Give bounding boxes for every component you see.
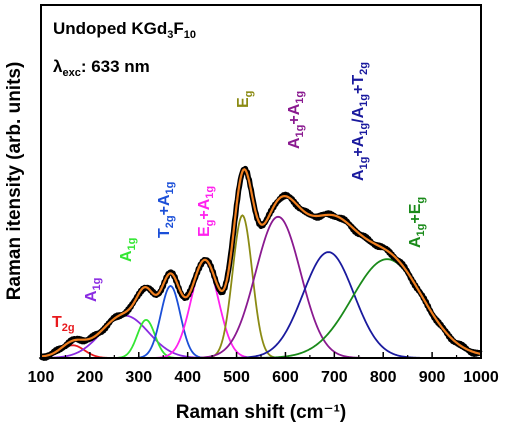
envelope-curves: [38, 165, 483, 361]
peak-label-1: T2g: [52, 314, 75, 334]
peak-label-9: A1g+Eg: [407, 197, 427, 248]
fit-envelope: [40, 168, 482, 358]
peak-curve-8: [226, 251, 431, 359]
peak-label-2: A1g: [83, 278, 103, 302]
peak-label-6: Eg: [235, 91, 255, 108]
x-tick-label: 600: [272, 369, 299, 386]
x-tick-label: 300: [125, 369, 152, 386]
peak-label-5: Eg+A1g: [196, 186, 216, 237]
peak-curve-3: [110, 318, 182, 359]
peak-curve-4: [131, 285, 210, 359]
x-axis-ticks: 100 200 300 400 500 600 700 800 900 1000: [28, 352, 499, 386]
y-axis-title: Raman itensity (arb. units): [4, 62, 25, 301]
x-tick-label: 200: [77, 369, 104, 386]
x-tick-label: 700: [321, 369, 348, 386]
x-axis-title: Raman shift (cm⁻¹): [176, 402, 347, 423]
peak-curve-7: [188, 215, 369, 359]
x-tick-label: 1000: [463, 369, 499, 386]
excitation-label: λexc: 633 nm: [53, 57, 150, 79]
x-tick-label: 500: [223, 369, 250, 386]
x-tick-label: 800: [370, 369, 397, 386]
x-tick-label: 400: [174, 369, 201, 386]
peak-label-4: T2g+A1g: [156, 182, 176, 238]
sample-label: Undoped KGd3F10: [53, 19, 196, 41]
peak-label-8: A1g+A1g/A1g+T2g: [350, 62, 370, 181]
x-tick-label: 900: [419, 369, 446, 386]
peak-curve-9: [246, 258, 482, 359]
peak-label-3: A1g: [118, 238, 138, 262]
x-tick-label: 100: [28, 369, 55, 386]
peak-curve-2: [40, 314, 219, 359]
peak-labels: T2g A1g A1g T2g+A1g Eg+A1g Eg A1g+A1g A1g+A1g/A…: [52, 62, 427, 334]
peak-label-7: A1g+A1g: [286, 91, 306, 149]
